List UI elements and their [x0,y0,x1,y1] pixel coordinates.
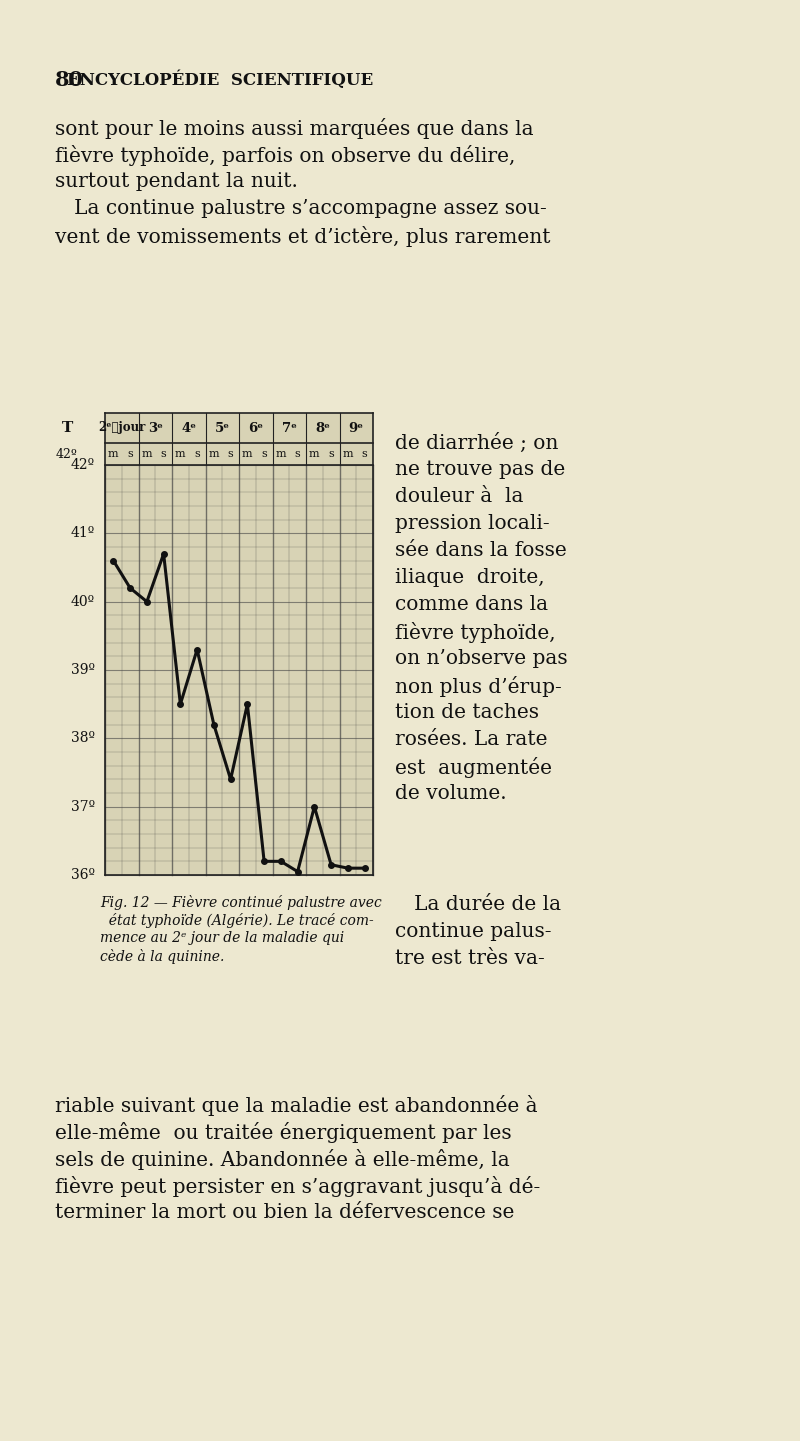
Text: m: m [142,450,152,460]
Text: 7ᵉ: 7ᵉ [282,422,297,435]
Text: douleur à  la: douleur à la [395,487,523,506]
Text: sont pour le moins aussi marquées que dans la: sont pour le moins aussi marquées que da… [55,118,534,138]
Text: 3ᵉ: 3ᵉ [148,422,162,435]
Text: s: s [294,450,301,460]
Text: état typhoïde (Algérie). Le tracé com-: état typhoïde (Algérie). Le tracé com- [100,914,374,928]
Text: est  augmentée: est augmentée [395,757,552,778]
Text: 41º: 41º [70,526,95,540]
Text: ENCYCLOPÉDIE  SCIENTIFIQUE: ENCYCLOPÉDIE SCIENTIFIQUE [67,71,373,88]
Text: 40º: 40º [71,595,95,608]
Text: 6ᵉ: 6ᵉ [248,422,263,435]
Text: s: s [161,450,166,460]
Text: tre est très va-: tre est très va- [395,950,545,968]
Text: 80: 80 [55,71,84,89]
Text: m: m [209,450,219,460]
Text: 39º: 39º [71,663,95,677]
Text: 36º: 36º [71,867,95,882]
Text: non plus d’érup-: non plus d’érup- [395,676,562,697]
Text: 2ᵉⰾjour: 2ᵉⰾjour [98,422,146,435]
Text: La durée de la: La durée de la [395,895,561,914]
Text: 37º: 37º [71,800,95,814]
Text: 4ᵉ: 4ᵉ [181,422,196,435]
Text: s: s [127,450,133,460]
Text: m: m [108,450,118,460]
Text: sels de quinine. Abandonnée à elle-même, la: sels de quinine. Abandonnée à elle-même,… [55,1148,510,1170]
Text: La continue palustre s’accompagne assez sou-: La continue palustre s’accompagne assez … [55,199,546,218]
Text: s: s [262,450,267,460]
Text: s: s [228,450,234,460]
Text: mence au 2ᵉ jour de la maladie qui: mence au 2ᵉ jour de la maladie qui [100,931,344,945]
Text: continue palus-: continue palus- [395,922,551,941]
Text: tion de taches: tion de taches [395,703,539,722]
Text: m: m [309,450,320,460]
Text: 42º: 42º [56,448,78,461]
Text: comme dans la: comme dans la [395,595,548,614]
Text: iliaque  droite,: iliaque droite, [395,568,545,586]
Text: 38º: 38º [71,732,95,745]
Text: riable suivant que la maladie est abandonnée à: riable suivant que la maladie est abando… [55,1095,538,1115]
Text: 8ᵉ: 8ᵉ [315,422,330,435]
Text: Fig. 12 — Fièvre continué palustre avec: Fig. 12 — Fièvre continué palustre avec [100,895,382,911]
Text: T: T [62,421,73,435]
Text: rosées. La rate: rosées. La rate [395,731,547,749]
Text: sée dans la fosse: sée dans la fosse [395,540,566,561]
Text: 9ᵉ: 9ᵉ [349,422,364,435]
Text: de diarrhée ; on: de diarrhée ; on [395,432,558,452]
Text: m: m [175,450,186,460]
Text: pression locali-: pression locali- [395,514,550,533]
Text: s: s [328,450,334,460]
Text: cède à la quinine.: cède à la quinine. [100,950,224,964]
Text: ne trouve pas de: ne trouve pas de [395,460,566,478]
Text: m: m [342,450,353,460]
Text: on n’observe pas: on n’observe pas [395,648,568,669]
Text: 5ᵉ: 5ᵉ [214,422,230,435]
Text: fièvre peut persister en s’aggravant jusqu’à dé-: fièvre peut persister en s’aggravant jus… [55,1176,540,1197]
Text: de volume.: de volume. [395,784,506,803]
Bar [105,414,373,875]
Text: s: s [362,450,367,460]
Text: surtout pendant la nuit.: surtout pendant la nuit. [55,171,298,192]
Text: fièvre typhoïde,: fièvre typhoïde, [395,623,556,643]
Text: m: m [242,450,253,460]
Text: 42º: 42º [71,458,95,473]
Text: elle-même  ou traitée énergiquement par les: elle-même ou traitée énergiquement par l… [55,1123,512,1143]
Text: s: s [194,450,200,460]
Text: fièvre typhoïde, parfois on observe du délire,: fièvre typhoïde, parfois on observe du d… [55,146,515,166]
Text: m: m [275,450,286,460]
Text: terminer la mort ou bien la défervescence se: terminer la mort ou bien la défervescenc… [55,1203,514,1222]
Text: vent de vomissements et d’ictère, plus rarement: vent de vomissements et d’ictère, plus r… [55,226,550,246]
